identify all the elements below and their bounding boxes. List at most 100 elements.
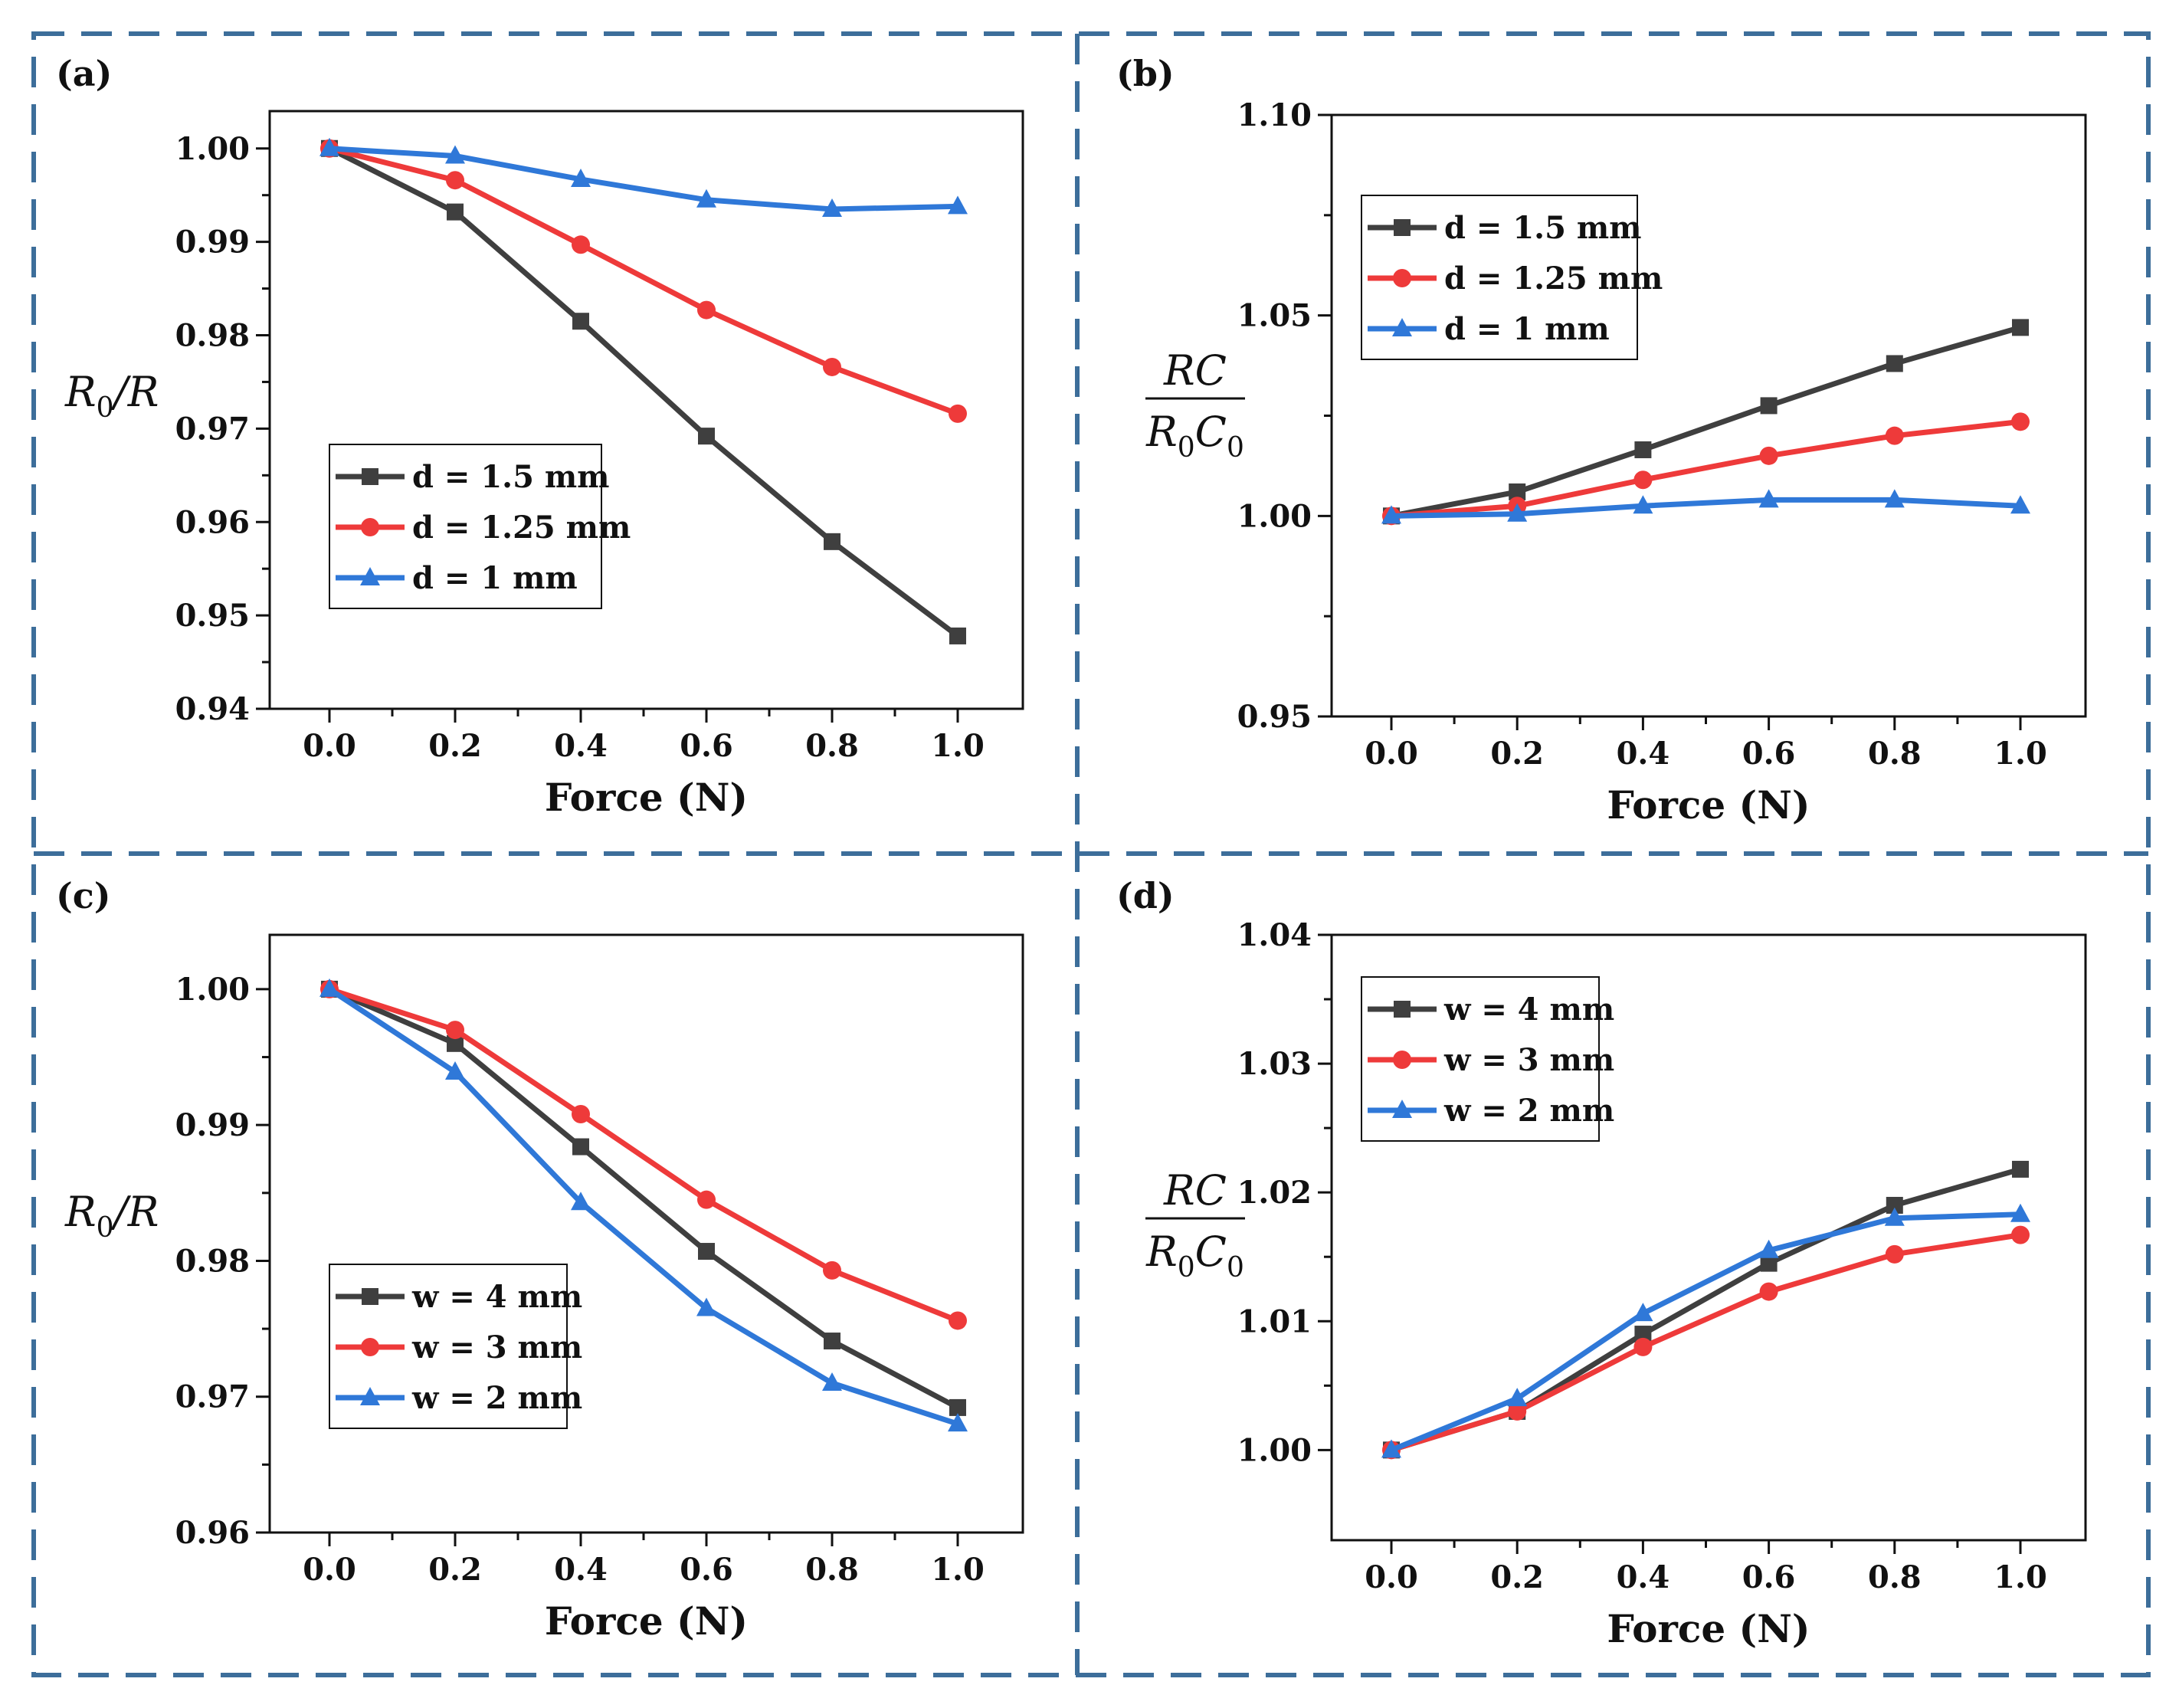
- data-point: [1758, 1239, 1779, 1258]
- panel-label: (b): [1116, 53, 1175, 94]
- x-tick-label: 0.6: [680, 1552, 733, 1588]
- data-point: [1633, 1337, 1653, 1356]
- series-2: [319, 137, 968, 217]
- y-tick-label: 0.97: [175, 411, 250, 447]
- y-tick-label: 0.98: [175, 318, 250, 354]
- data-point: [2010, 495, 2030, 514]
- x-tick-label: 0.8: [805, 1552, 859, 1588]
- data-point: [1759, 1282, 1778, 1301]
- y-tick-label: 1.04: [1237, 917, 1312, 953]
- legend-marker: [1394, 1001, 1411, 1018]
- series-line: [1390, 1211, 2021, 1453]
- x-tick-label: 0.2: [1490, 736, 1544, 772]
- data-point: [1381, 505, 1401, 524]
- data-point: [319, 137, 339, 156]
- data-point: [1885, 426, 1904, 445]
- legend-label: d = 1.25 mm: [1444, 261, 1663, 297]
- series-1: [1382, 1225, 2030, 1460]
- data-point: [446, 1021, 464, 1040]
- y-tick-label: 0.95: [175, 598, 250, 634]
- data-point: [1886, 355, 1903, 372]
- series-line: [1390, 1166, 2021, 1453]
- data-point: [698, 1243, 715, 1261]
- y-tick-label: 1.03: [1237, 1046, 1312, 1082]
- data-point: [949, 404, 967, 423]
- data-point: [1884, 489, 1905, 508]
- y-axis-title: R0/R: [64, 368, 159, 424]
- outer-dashed-border: [31, 31, 2151, 1677]
- plot-area-frame: [268, 110, 1024, 710]
- data-point: [2012, 319, 2029, 336]
- y-tick-label: 0.96: [175, 1515, 250, 1551]
- y-tick-label: 1.00: [1237, 1432, 1312, 1468]
- legend-label: d = 1 mm: [1444, 311, 1610, 347]
- x-tick-label: 0.4: [554, 728, 608, 764]
- y-tick-label: 0.97: [175, 1379, 250, 1415]
- data-point: [948, 1413, 968, 1432]
- series-line: [1391, 497, 2021, 519]
- data-point: [949, 627, 966, 644]
- y-tick-label: 1.02: [1237, 1175, 1312, 1211]
- data-point: [572, 1138, 589, 1156]
- y-tick-label: 0.94: [175, 691, 250, 727]
- data-point: [447, 203, 464, 221]
- data-point: [824, 533, 840, 550]
- y-tick-label: 1.10: [1237, 97, 1312, 133]
- data-point: [1759, 446, 1778, 465]
- panel-label: (c): [56, 875, 111, 916]
- chart-panels: (a) 0.94 0.95 0.96 0.97 0.98 0.99 1.00 0.0 0.2 0.4…: [56, 53, 2087, 1651]
- x-axis-title: Force (N): [1607, 1606, 1810, 1651]
- data-point: [696, 1297, 716, 1316]
- data-point: [445, 1061, 465, 1080]
- x-tick-label: 1.0: [1994, 736, 2047, 772]
- data-point: [822, 198, 842, 217]
- data-point: [696, 189, 716, 208]
- data-point: [1634, 441, 1652, 458]
- legend-marker: [362, 468, 378, 485]
- data-point: [1634, 1326, 1652, 1343]
- x-tick-label: 0.4: [1617, 1559, 1670, 1595]
- series-2: [319, 978, 968, 1432]
- x-tick-label: 1.0: [931, 728, 985, 764]
- x-tick-label: 0.4: [1617, 736, 1670, 772]
- legend-marker: [361, 1338, 379, 1356]
- legend: w = 4 mm w = 3 mm w = 2 mm: [329, 1264, 582, 1429]
- legend: w = 4 mm w = 3 mm w = 2 mm: [1361, 976, 1614, 1142]
- x-tick-label: 0.2: [428, 1552, 482, 1588]
- data-point: [823, 1261, 841, 1280]
- y-axis-title-denominator: R0C0: [1145, 1228, 1244, 1283]
- series-line: [329, 146, 958, 212]
- x-tick-label: 0.2: [428, 728, 482, 764]
- chart-panel-c: (c) 0.96 0.97 0.98 0.99 1.00 0.0 0.2 0.4 0.6 0.8 1.…: [56, 875, 1024, 1644]
- chart-panel-a: (a) 0.94 0.95 0.96 0.97 0.98 0.99 1.00 0.0 0.2 0.4…: [56, 53, 1024, 820]
- data-point: [1633, 470, 1653, 490]
- data-point: [697, 300, 716, 320]
- data-point: [572, 235, 590, 254]
- x-tick-label: 0.6: [680, 728, 733, 764]
- y-axis-title-text: R0/R: [64, 368, 159, 424]
- data-point: [949, 1311, 967, 1330]
- x-tick-label: 0.0: [303, 728, 356, 764]
- data-point: [445, 145, 465, 164]
- legend-marker: [1394, 219, 1411, 236]
- data-point: [1509, 483, 1526, 500]
- legend-marker: [1393, 269, 1411, 287]
- data-point: [2011, 1225, 2030, 1244]
- y-axis-title-numerator: RC: [1163, 346, 1227, 395]
- y-axis-title-denominator: R0C0: [1145, 408, 1244, 464]
- x-tick-label: 1.0: [1994, 1559, 2047, 1595]
- legend-label: d = 1.25 mm: [412, 510, 631, 546]
- x-tick-label: 0.6: [1742, 1559, 1796, 1595]
- y-axis-title-numerator: RC: [1163, 1166, 1227, 1215]
- data-point: [572, 1105, 590, 1123]
- data-point: [824, 1333, 840, 1350]
- data-point: [1507, 1388, 1528, 1407]
- data-point: [1633, 1303, 1653, 1322]
- panel-label: (a): [56, 53, 112, 94]
- x-tick-label: 0.8: [1868, 1559, 1922, 1595]
- legend-marker: [1393, 1051, 1411, 1069]
- legend-label: w = 4 mm: [1443, 992, 1614, 1028]
- legend-label: w = 2 mm: [1443, 1093, 1614, 1129]
- legend-marker: [360, 1387, 380, 1405]
- y-axis-title-text: R0/R: [64, 1188, 159, 1244]
